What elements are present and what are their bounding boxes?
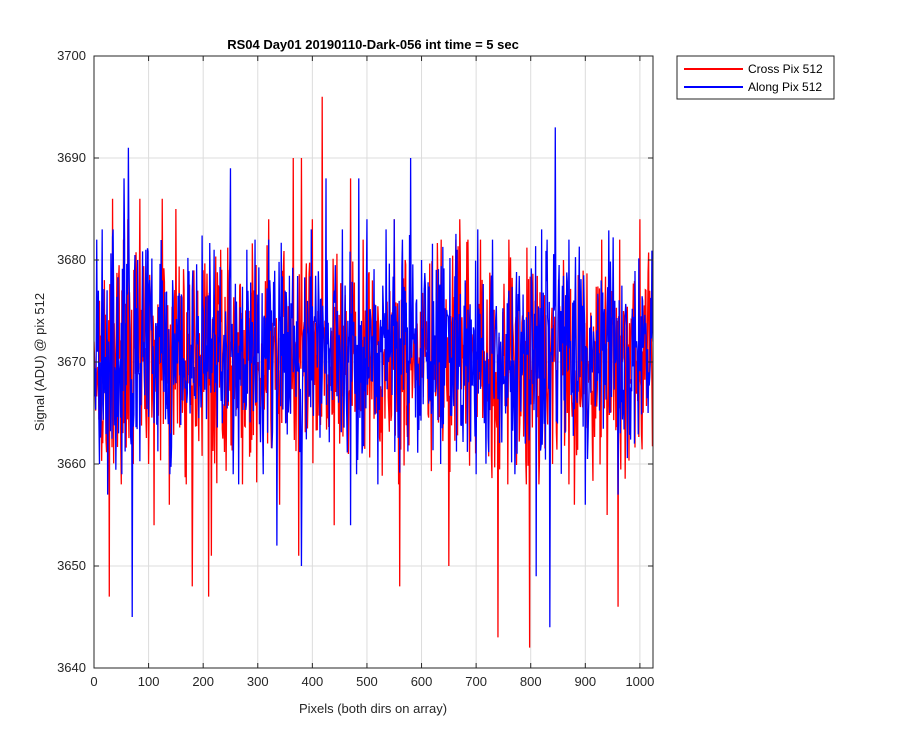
y-tick-label: 3680	[57, 252, 86, 267]
chart-title: RS04 Day01 20190110-Dark-056 int time = …	[227, 37, 519, 52]
x-tick-label: 800	[520, 674, 542, 689]
y-tick-label: 3660	[57, 456, 86, 471]
y-tick-label: 3640	[57, 660, 86, 675]
y-tick-label: 3700	[57, 48, 86, 63]
x-axis: 0 100 200 300 400 500 600 700 800 900 1000	[90, 56, 654, 689]
y-tick-label: 3650	[57, 558, 86, 573]
y-tick-label: 3670	[57, 354, 86, 369]
y-tick-label: 3690	[57, 150, 86, 165]
x-tick-label: 400	[302, 674, 324, 689]
series-line-along	[94, 127, 653, 628]
x-tick-label: 700	[465, 674, 487, 689]
series-layer	[94, 96, 653, 648]
x-tick-label: 1000	[625, 674, 654, 689]
legend-box	[676, 55, 835, 100]
x-tick-label: 0	[90, 674, 97, 689]
x-tick-label: 100	[138, 674, 160, 689]
legend-label-along: Along Pix 512	[748, 80, 822, 94]
legend: Cross Pix 512 Along Pix 512	[676, 55, 835, 100]
legend-label-cross: Cross Pix 512	[748, 62, 823, 76]
x-tick-label: 200	[192, 674, 214, 689]
x-tick-label: 500	[356, 674, 378, 689]
x-tick-label: 600	[411, 674, 433, 689]
x-tick-label: 300	[247, 674, 269, 689]
y-axis: 3640 3650 3660 3670 3680 3690 3700	[57, 48, 653, 675]
x-tick-label: 900	[574, 674, 596, 689]
x-axis-label: Pixels (both dirs on array)	[299, 701, 447, 716]
y-axis-label: Signal (ADU) @ pix 512	[32, 293, 47, 431]
